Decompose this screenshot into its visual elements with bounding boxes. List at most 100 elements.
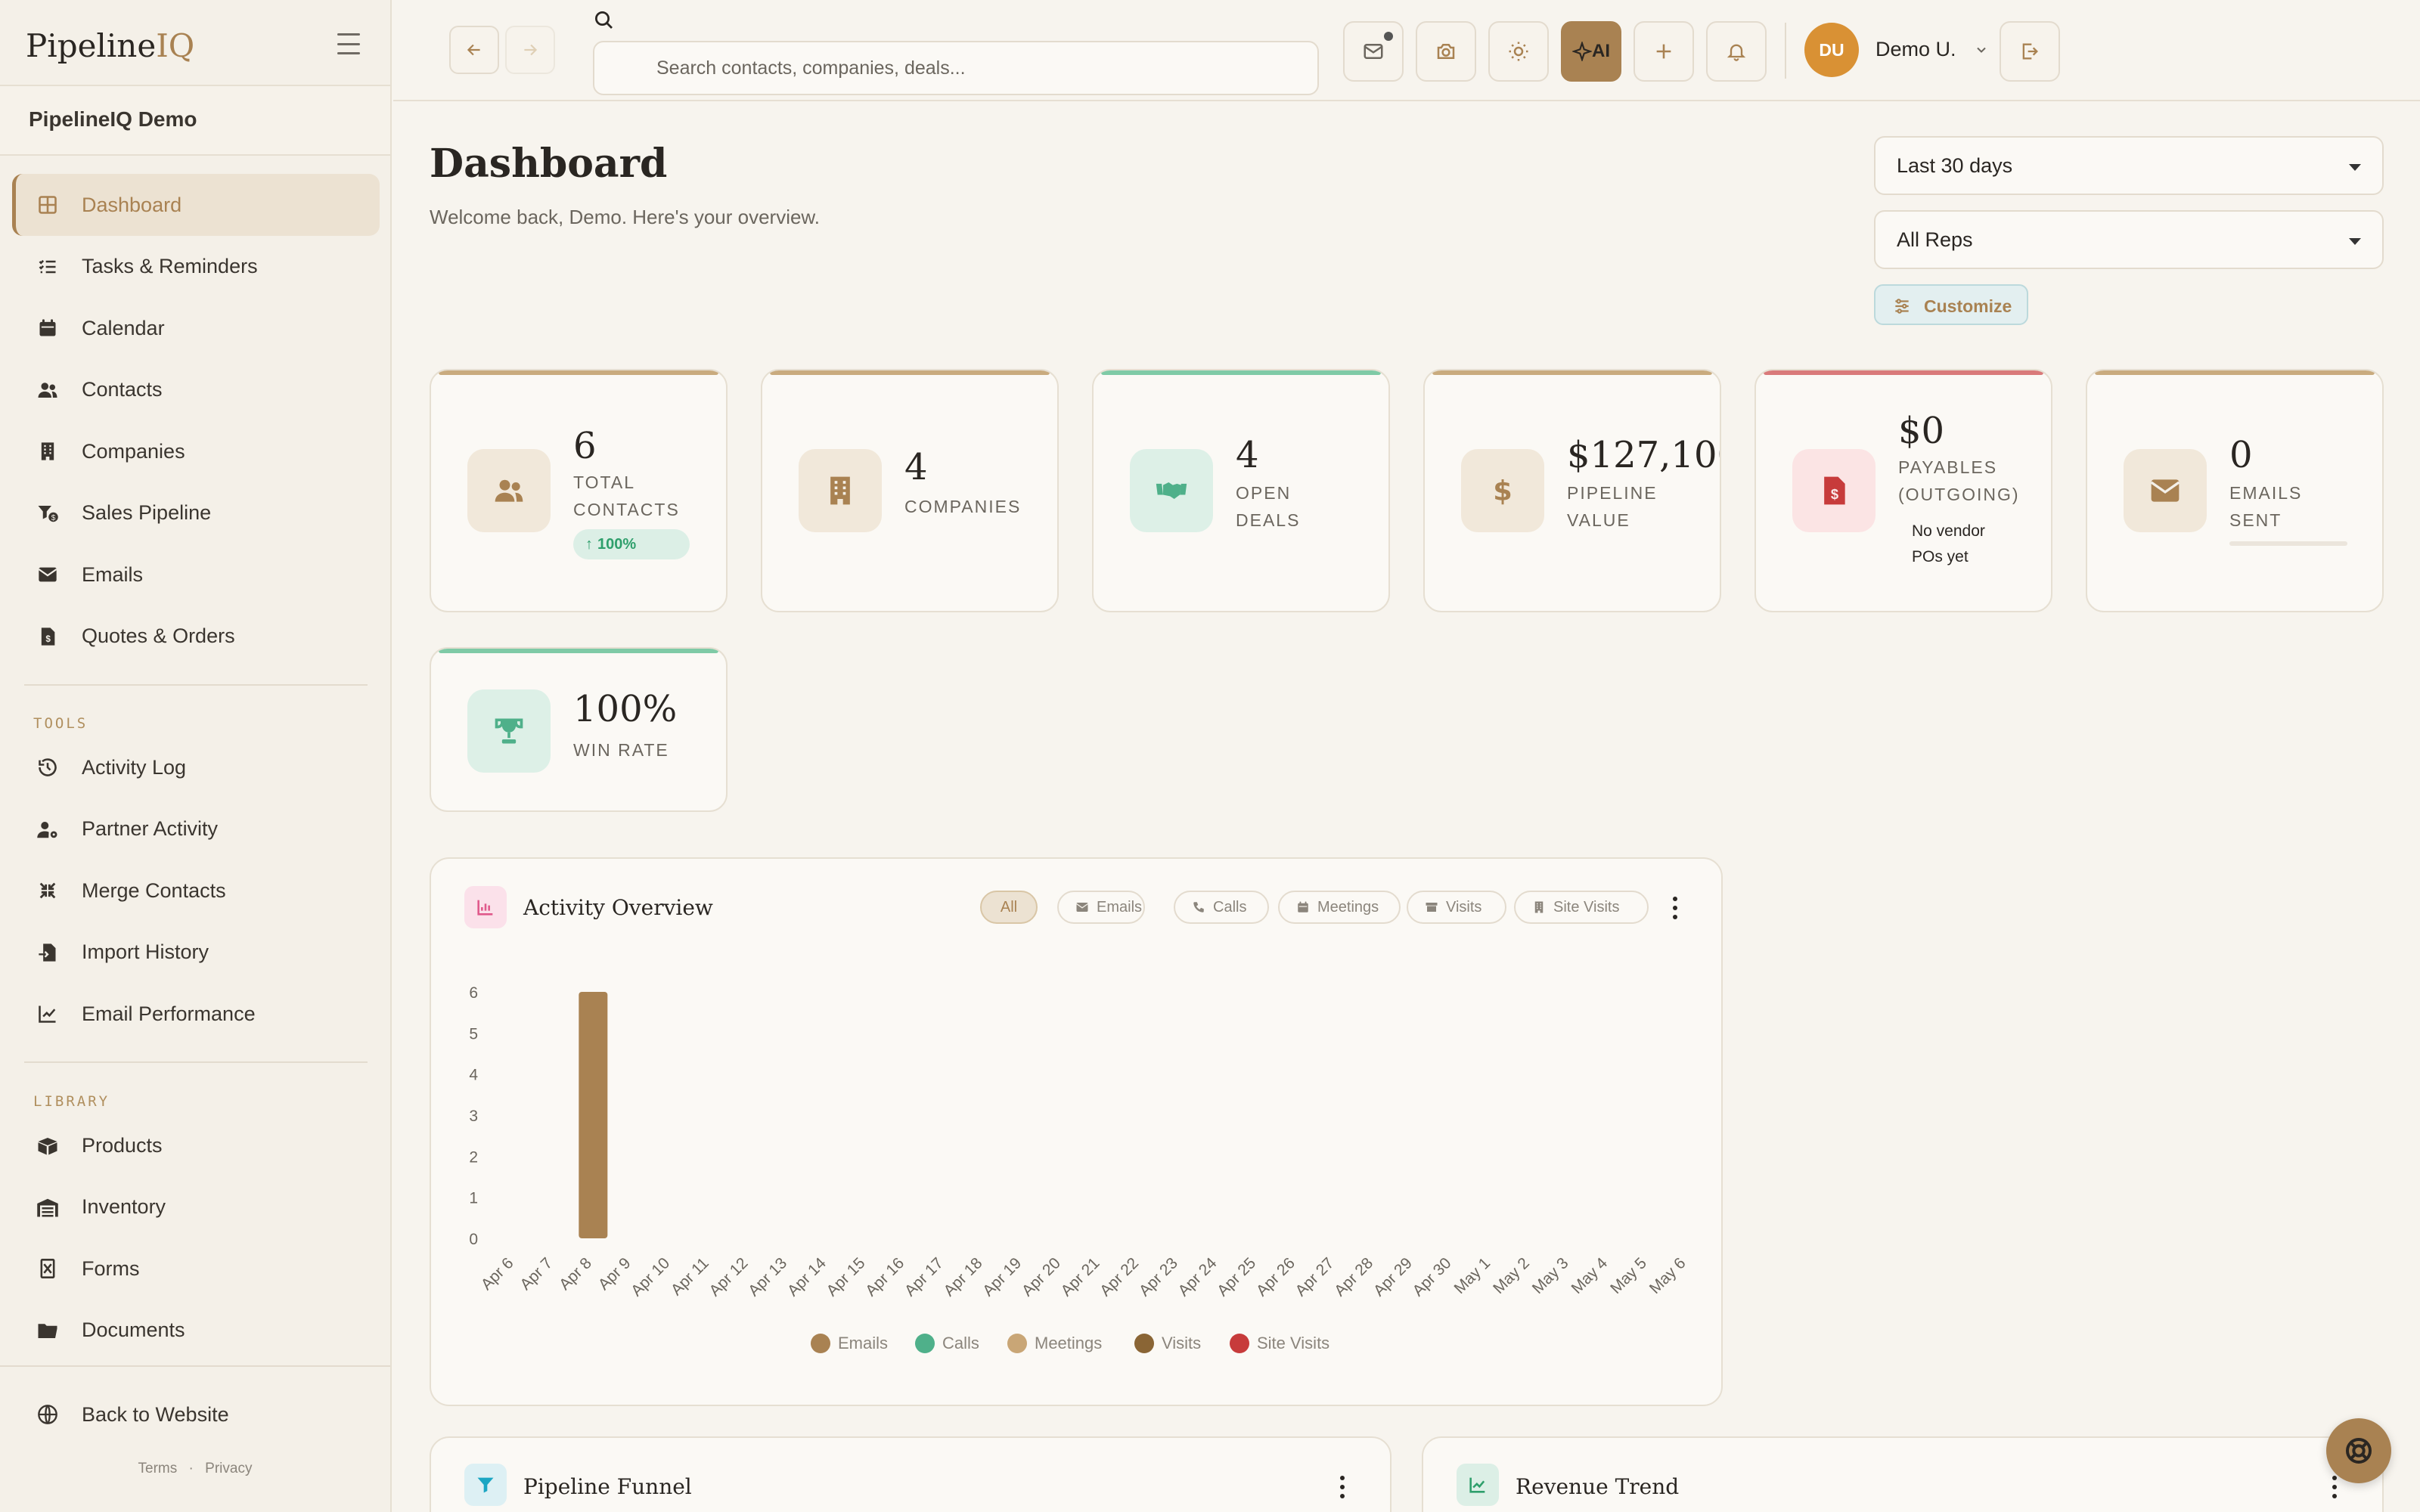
ai-assistant-button[interactable]: AI [1561,21,1621,82]
filter-chip-site-visits[interactable]: Site Visits [1514,891,1649,924]
forward-button[interactable] [505,26,555,74]
sidebar-item-forms[interactable]: Forms [12,1238,380,1300]
stat-card-open-deals[interactable]: 4 OPEN DEALS [1092,369,1390,612]
line-chart-icon [1457,1464,1499,1506]
sidebar-item-label: Activity Log [82,755,187,779]
line-chart-icon [35,1001,60,1027]
more-options-icon[interactable] [2331,1476,2338,1498]
sidebar-item-documents[interactable]: Documents [12,1300,380,1362]
legend-swatch [811,1334,830,1353]
sidebar-item-label: Inventory [82,1195,166,1218]
filter-chip-visits[interactable]: Visits [1407,891,1506,924]
app-logo[interactable]: PipelineIQ [26,27,195,64]
sidebar-item-tasks-and-reminders[interactable]: Tasks & Reminders [12,236,380,298]
sidebar-item-back-to-website[interactable]: Back to Website [12,1383,380,1445]
inbox-button[interactable] [1343,21,1404,82]
customize-button[interactable]: Customize [1874,284,2028,325]
history-icon [35,754,60,780]
more-options-icon[interactable] [1339,1476,1346,1498]
date-range-value: Last 30 days [1897,154,2013,177]
sidebar-item-label: Products [82,1133,163,1157]
terms-link[interactable]: Terms [138,1461,178,1476]
svg-text:$: $ [51,513,56,522]
legend-item-visits[interactable]: Visits [1134,1334,1201,1353]
invoice-icon: $ [35,624,60,649]
stat-card-total-contacts[interactable]: 6 TOTAL CONTACTS ↑ 100% [430,369,728,612]
user-name[interactable]: Demo U. [1876,38,1956,60]
stat-card-pipeline-value[interactable]: $ $127,100 PIPELINE VALUE [1423,369,1721,612]
workspace-switcher[interactable]: PipelineIQ Demo [0,85,390,156]
search-input[interactable] [596,44,1316,92]
revenue-trend-card: Revenue Trend [1422,1436,2384,1512]
form-icon [35,1256,60,1281]
sidebar-item-quotes-and-orders[interactable]: $ Quotes & Orders [12,606,380,668]
filter-chip-calls[interactable]: Calls [1174,891,1269,924]
folder-icon [35,1318,60,1343]
notification-dot [1384,32,1393,41]
stat-card-payables-outgoing[interactable]: $ $0 PAYABLES (OUTGOING) No vendor POs yet [1754,369,2052,612]
stat-card-win-rate[interactable]: 100% WIN RATE [430,647,728,812]
topbar: AI DU Demo U. [393,0,2420,101]
arrow-up-icon: ↑ [585,535,593,553]
sidebar-item-sales-pipeline[interactable]: $ Sales Pipeline [12,482,380,544]
sidebar-item-inventory[interactable]: Inventory [12,1176,380,1238]
logout-button[interactable] [2000,21,2060,82]
card-accent-line [439,649,718,653]
sidebar-item-label: Tasks & Reminders [82,255,258,277]
legend-swatch [1134,1334,1154,1353]
stat-label-line: (OUTGOING) [1898,485,2020,504]
legend-item-calls[interactable]: Calls [915,1334,979,1353]
file-import-icon [35,940,60,965]
notifications-button[interactable] [1706,21,1767,82]
sidebar-item-import-history[interactable]: Import History [12,922,380,984]
ai-label: AI [1592,41,1610,61]
sidebar-item-emails[interactable]: Emails [12,544,380,606]
back-button[interactable] [449,26,499,74]
workspace-name: PipelineIQ Demo [29,107,197,131]
users-icon [35,377,60,403]
sidebar-item-companies[interactable]: Companies [12,420,380,482]
sparkle-icon [1572,42,1592,61]
stat-card-emails-sent[interactable]: 0 EMAILS SENT [2086,369,2384,612]
camera-button[interactable] [1416,21,1476,82]
nav-divider [0,1365,390,1367]
rep-filter-select[interactable]: All Reps [1874,210,2384,269]
sidebar-item-contacts[interactable]: Contacts [12,359,380,421]
theme-toggle-button[interactable] [1488,21,1549,82]
date-range-select[interactable]: Last 30 days [1874,136,2384,195]
chevron-down-icon[interactable] [1974,42,1989,61]
filter-chip-all[interactable]: All [980,891,1038,924]
sidebar-item-activity-log[interactable]: Activity Log [12,736,380,798]
envelope-icon [1364,44,1383,59]
legend-item-meetings[interactable]: Meetings [1007,1334,1102,1353]
stat-label-line: VALUE [1567,510,1630,530]
card-accent-line [2095,370,2375,375]
privacy-link[interactable]: Privacy [205,1461,253,1476]
menu-toggle-icon[interactable] [337,33,360,54]
help-button[interactable] [2326,1418,2391,1483]
sidebar-item-partner-activity[interactable]: Partner Activity [12,798,380,860]
sidebar-item-email-performance[interactable]: Email Performance [12,983,380,1045]
filter-chip-meetings[interactable]: Meetings [1278,891,1401,924]
sidebar-item-products[interactable]: Products [12,1114,380,1176]
search-box [593,41,1319,95]
stat-value: 6 [573,425,597,467]
more-options-icon[interactable] [1671,897,1679,919]
legend-item-emails[interactable]: Emails [811,1334,888,1353]
envelope-icon [35,562,60,587]
topbar-divider [1785,23,1786,79]
filter-chip-emails[interactable]: Emails [1057,891,1145,924]
sidebar-item-dashboard[interactable]: Dashboard [12,174,380,236]
lifebuoy-icon [2346,1438,2372,1464]
filter-chip-label: Calls [1213,898,1247,916]
quick-add-button[interactable] [1634,21,1694,82]
stat-card-companies[interactable]: 4 COMPANIES [761,369,1059,612]
sidebar-item-calendar[interactable]: Calendar [12,297,380,359]
filter-chip-label: All [1000,898,1018,916]
sidebar-item-merge-contacts[interactable]: Merge Contacts [12,860,380,922]
avatar[interactable]: DU [1804,23,1859,77]
stat-label: EMAILS SENT [2229,479,2302,534]
legend-item-site-visits[interactable]: Site Visits [1230,1334,1329,1353]
stat-label-line: TOTAL [573,472,635,492]
sidebar-item-label: Emails [82,562,144,586]
